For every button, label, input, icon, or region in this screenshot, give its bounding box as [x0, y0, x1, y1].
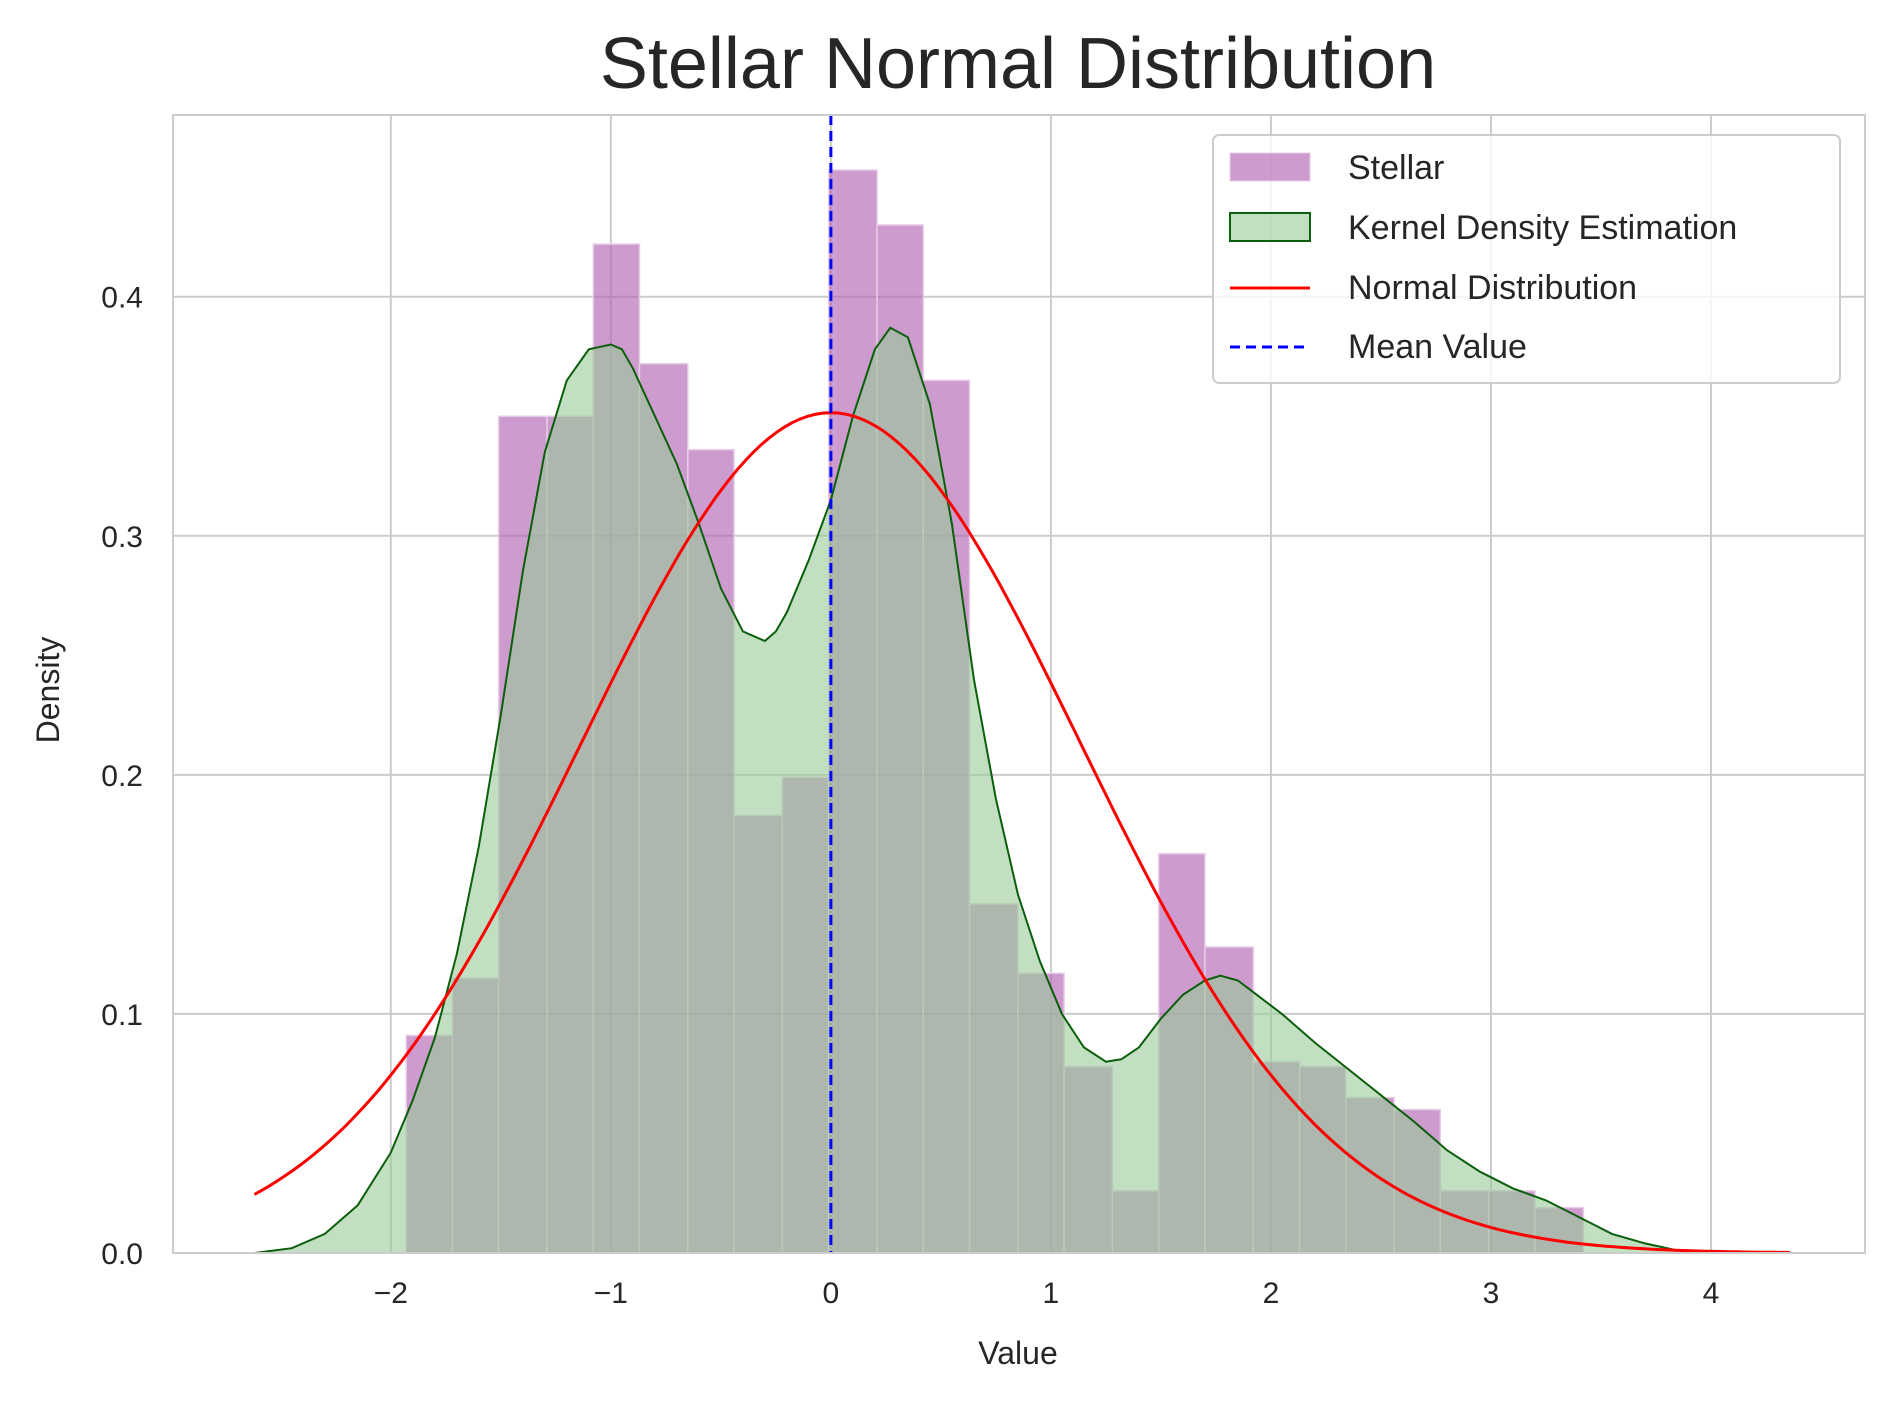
y-tick-label: 0.0: [101, 1238, 143, 1271]
x-tick-label: −2: [374, 1277, 408, 1310]
normal-curve: [253, 411, 1791, 1254]
y-tick-label: 0.1: [101, 999, 143, 1032]
legend: Stellar Kernel Density Estimation Normal…: [1212, 134, 1841, 384]
x-tick-label: 2: [1263, 1277, 1280, 1310]
y-tick-label: 0.4: [101, 282, 143, 315]
legend-label-kde: Kernel Density Estimation: [1348, 209, 1737, 247]
x-tick-label: −1: [594, 1277, 628, 1310]
legend-label-histogram: Stellar: [1348, 149, 1444, 187]
legend-swatch-kde: [1229, 212, 1311, 242]
x-tick-label: 1: [1043, 1277, 1060, 1310]
x-tick-label: 0: [823, 1277, 840, 1310]
plot-border: [172, 114, 1866, 1254]
x-axis-label: Value: [978, 1335, 1057, 1371]
legend-swatch-histogram: [1229, 152, 1311, 182]
tick-labels: −2 −1 0 1 2 3 4 0.0 0.1 0.2 0.3 0.4: [101, 282, 1719, 1310]
chart-title: Stellar Normal Distribution: [600, 24, 1436, 104]
kde-line: [254, 326, 1733, 1254]
normal-layer: [253, 411, 1791, 1254]
kde-layer: [254, 326, 1733, 1254]
y-tick-label: 0.3: [101, 521, 143, 554]
plot-frame: [172, 114, 1866, 1254]
legend-label-normal: Normal Distribution: [1348, 269, 1637, 307]
y-axis-label: Density: [30, 637, 66, 744]
x-tick-label: 3: [1483, 1277, 1500, 1310]
legend-label-mean: Mean Value: [1348, 328, 1527, 366]
x-tick-label: 4: [1703, 1277, 1720, 1310]
legend-box: [1212, 134, 1841, 384]
y-tick-label: 0.2: [101, 760, 143, 793]
